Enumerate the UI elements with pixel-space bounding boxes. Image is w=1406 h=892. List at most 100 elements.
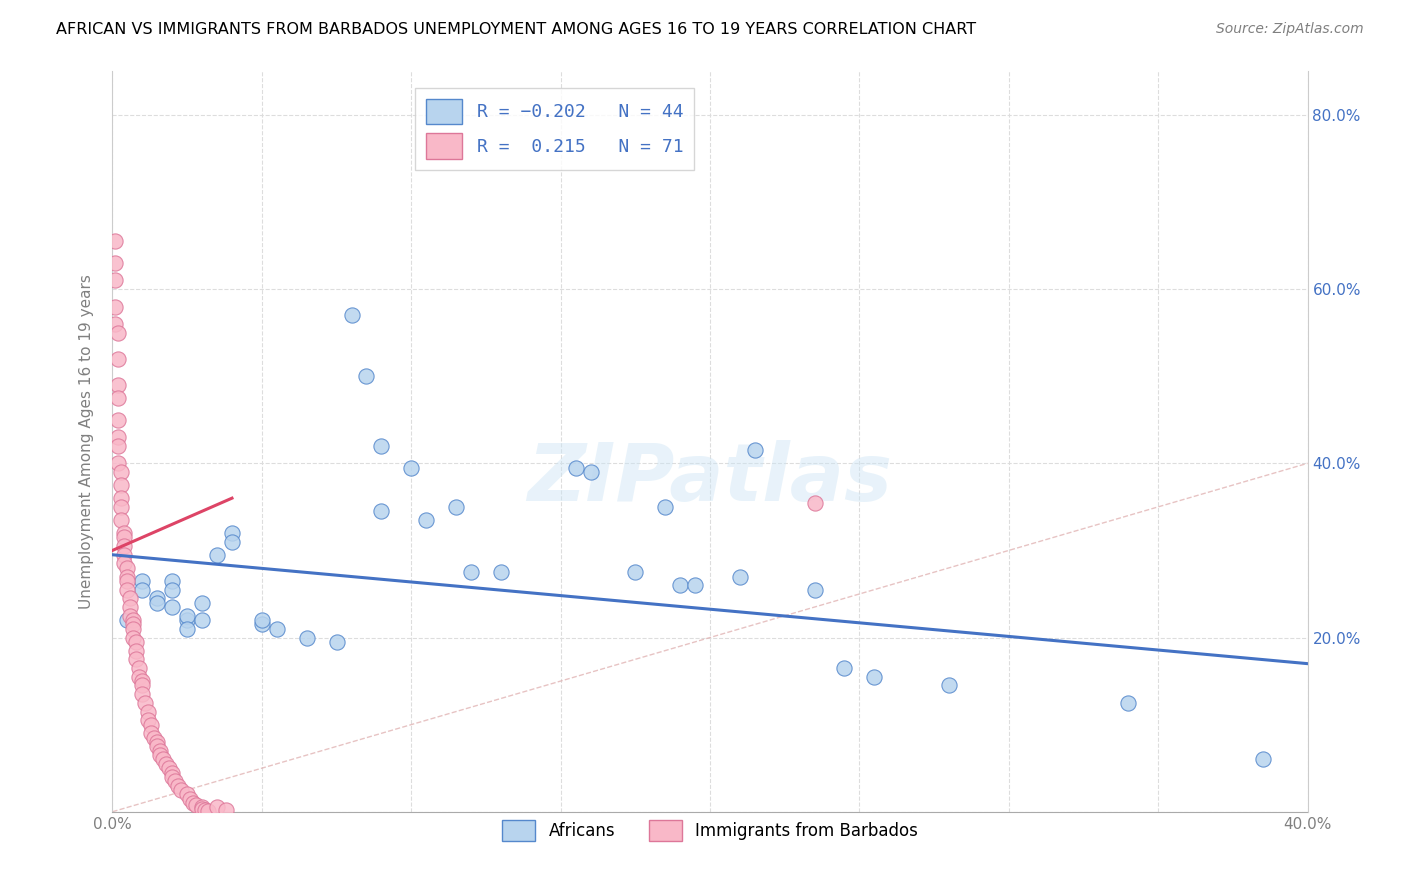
Point bbox=[122, 613, 145, 627]
Point bbox=[564, 460, 586, 475]
Point bbox=[191, 596, 214, 610]
Point bbox=[194, 803, 217, 817]
Point bbox=[141, 726, 163, 740]
Point bbox=[834, 661, 856, 675]
Point bbox=[155, 756, 177, 771]
Point bbox=[122, 631, 145, 645]
Point bbox=[104, 256, 127, 270]
Point bbox=[191, 802, 214, 816]
Legend: Africans, Immigrants from Barbados: Africans, Immigrants from Barbados bbox=[495, 814, 925, 847]
Point bbox=[104, 317, 127, 331]
Point bbox=[803, 495, 825, 509]
Point bbox=[131, 678, 153, 692]
Point bbox=[117, 613, 139, 627]
Point bbox=[104, 273, 127, 287]
Point bbox=[370, 439, 392, 453]
Point bbox=[149, 748, 172, 763]
Point bbox=[125, 643, 148, 657]
Point bbox=[170, 783, 193, 797]
Point bbox=[579, 465, 602, 479]
Point bbox=[1251, 752, 1274, 766]
Point bbox=[162, 574, 183, 588]
Point bbox=[356, 369, 378, 384]
Point bbox=[624, 565, 647, 579]
Point bbox=[162, 765, 183, 780]
Point bbox=[165, 774, 187, 789]
Point bbox=[162, 582, 183, 597]
Point bbox=[181, 796, 204, 810]
Point bbox=[744, 443, 766, 458]
Point bbox=[107, 439, 129, 453]
Point bbox=[176, 613, 198, 627]
Point bbox=[114, 526, 135, 541]
Point bbox=[120, 591, 142, 606]
Point bbox=[415, 513, 437, 527]
Text: ZIPatlas: ZIPatlas bbox=[527, 440, 893, 517]
Point bbox=[110, 500, 132, 514]
Point bbox=[863, 670, 886, 684]
Point bbox=[107, 326, 129, 340]
Point bbox=[176, 622, 198, 636]
Point bbox=[162, 600, 183, 615]
Point bbox=[152, 752, 174, 766]
Point bbox=[215, 803, 238, 817]
Point bbox=[122, 622, 145, 636]
Point bbox=[179, 791, 201, 805]
Point bbox=[141, 717, 163, 731]
Point bbox=[107, 378, 129, 392]
Point bbox=[138, 705, 160, 719]
Point bbox=[120, 600, 142, 615]
Point bbox=[146, 739, 169, 754]
Point bbox=[104, 234, 127, 248]
Point bbox=[444, 500, 467, 514]
Text: AFRICAN VS IMMIGRANTS FROM BARBADOS UNEMPLOYMENT AMONG AGES 16 TO 19 YEARS CORRE: AFRICAN VS IMMIGRANTS FROM BARBADOS UNEM… bbox=[56, 22, 976, 37]
Point bbox=[117, 569, 139, 583]
Point bbox=[221, 534, 243, 549]
Point bbox=[120, 608, 142, 623]
Point bbox=[110, 478, 132, 492]
Point bbox=[325, 635, 347, 649]
Point bbox=[117, 574, 139, 588]
Point bbox=[128, 661, 150, 675]
Point bbox=[117, 561, 139, 575]
Point bbox=[131, 687, 153, 701]
Point bbox=[110, 465, 132, 479]
Point bbox=[176, 608, 198, 623]
Point bbox=[107, 456, 129, 470]
Point bbox=[340, 308, 363, 322]
Point bbox=[250, 617, 273, 632]
Point bbox=[134, 696, 156, 710]
Point bbox=[131, 674, 153, 689]
Text: Source: ZipAtlas.com: Source: ZipAtlas.com bbox=[1216, 22, 1364, 37]
Point bbox=[125, 652, 148, 666]
Point bbox=[489, 565, 512, 579]
Point bbox=[107, 391, 129, 405]
Point bbox=[460, 565, 482, 579]
Point bbox=[146, 591, 169, 606]
Point bbox=[197, 804, 219, 818]
Point bbox=[114, 539, 135, 553]
Y-axis label: Unemployment Among Ages 16 to 19 years: Unemployment Among Ages 16 to 19 years bbox=[79, 274, 94, 609]
Point bbox=[110, 491, 132, 505]
Point bbox=[114, 548, 135, 562]
Point bbox=[266, 622, 288, 636]
Point bbox=[117, 582, 139, 597]
Point bbox=[125, 635, 148, 649]
Point bbox=[122, 617, 145, 632]
Point bbox=[110, 513, 132, 527]
Point bbox=[138, 713, 160, 727]
Point bbox=[205, 548, 228, 562]
Point bbox=[114, 530, 135, 544]
Point bbox=[162, 770, 183, 784]
Point bbox=[114, 557, 135, 571]
Point bbox=[104, 300, 127, 314]
Point bbox=[669, 578, 692, 592]
Point bbox=[143, 731, 166, 745]
Point bbox=[186, 797, 208, 812]
Point bbox=[401, 460, 423, 475]
Point bbox=[131, 582, 153, 597]
Point bbox=[107, 430, 129, 444]
Point bbox=[803, 582, 825, 597]
Point bbox=[683, 578, 706, 592]
Point bbox=[205, 800, 228, 814]
